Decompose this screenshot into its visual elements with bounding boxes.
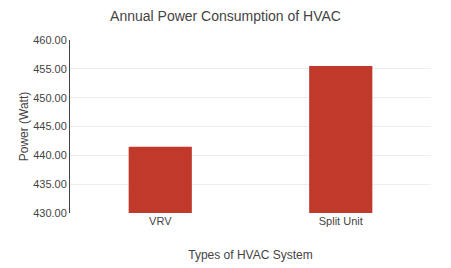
svg-text:460.00: 460.00 <box>33 34 67 46</box>
svg-text:450.00: 450.00 <box>33 92 67 104</box>
svg-text:445.00: 445.00 <box>33 120 67 132</box>
svg-text:440.00: 440.00 <box>33 149 67 161</box>
svg-text:Split Unit: Split Unit <box>319 215 363 227</box>
svg-text:VRV: VRV <box>149 215 172 227</box>
svg-text:Annual Power Consumption of HV: Annual Power Consumption of HVAC <box>110 8 341 24</box>
svg-text:430.00: 430.00 <box>33 207 67 219</box>
svg-text:Power (Watt): Power (Watt) <box>17 92 31 162</box>
svg-text:Types of HVAC System: Types of HVAC System <box>188 248 312 262</box>
svg-text:455.00: 455.00 <box>33 63 67 75</box>
svg-text:435.00: 435.00 <box>33 178 67 190</box>
